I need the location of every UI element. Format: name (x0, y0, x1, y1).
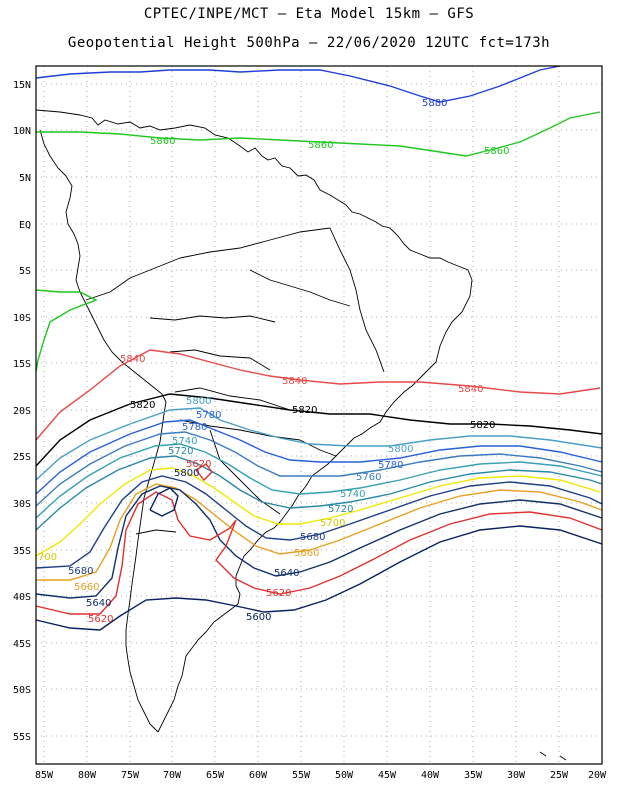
map-frame (35, 65, 603, 765)
lon-label: 80W (78, 770, 97, 781)
lon-label: 30W (507, 770, 526, 781)
label-5620-c: 5620 (186, 459, 211, 470)
contour-5780 (35, 419, 603, 495)
label-5880: 5880 (422, 98, 447, 109)
grid (36, 66, 602, 764)
label-5760-a: 5760 (356, 472, 381, 483)
label-5840-a: 5840 (120, 354, 145, 365)
label-5720-b: 5720 (328, 504, 353, 515)
lat-label: 20S (13, 406, 31, 417)
lat-label: 10N (13, 126, 31, 137)
title-line-2: Geopotential Height 500hPa – 22/06/2020 … (67, 35, 551, 51)
label-5840-b: 5840 (282, 376, 307, 387)
label-5780-c: 5780 (378, 460, 403, 471)
lat-label: 35S (13, 546, 31, 557)
lat-label: EQ (19, 220, 31, 231)
label-5640-a: 5640 (86, 598, 111, 609)
lon-label: 65W (206, 770, 225, 781)
title-line-1: CPTEC/INPE/MCT – Eta Model 15km – GFS (143, 6, 475, 22)
lat-label: 10S (13, 313, 31, 324)
lat-label: 15N (13, 80, 31, 91)
label-5660-b: 5660 (294, 548, 319, 559)
lat-label: 25S (13, 452, 31, 463)
contour-5740 (35, 443, 603, 519)
latitude-labels: 15N 10N 5N EQ 5S 10S 15S 20S 25S 30S 35S… (13, 80, 31, 743)
lat-label: 30S (13, 499, 31, 510)
lat-label: 55S (13, 732, 31, 743)
label-5740-a: 5740 (172, 436, 197, 447)
contour-5700 (35, 467, 601, 557)
longitude-labels: 85W 80W 75W 70W 65W 60W 55W 50W 45W 40W … (35, 770, 607, 781)
label-5800-c: 5800 (174, 468, 199, 479)
contour-5600-outer (35, 525, 603, 631)
contour-5880 (35, 65, 561, 103)
contour-5640 (35, 485, 603, 599)
lon-label: 75W (121, 770, 140, 781)
contour-5720 (35, 455, 603, 531)
lat-label: 40S (13, 592, 31, 603)
label-5800-a: 5800 (186, 396, 211, 407)
lat-label: 15S (13, 359, 31, 370)
label-5620-a: 5620 (88, 614, 113, 625)
contour-5860-north (36, 111, 601, 157)
contour-5680 (35, 475, 603, 569)
label-5640-b: 5640 (274, 568, 299, 579)
label-5660-a: 5660 (74, 582, 99, 593)
contour-5860-west (35, 289, 98, 373)
label-5860-b: 5860 (308, 140, 333, 151)
label-5820-a: 5820 (130, 400, 155, 411)
lon-label: 55W (292, 770, 311, 781)
label-5840-c: 5840 (458, 384, 483, 395)
contour-5760 (35, 431, 603, 507)
lon-label: 45W (378, 770, 397, 781)
contour-5840 (35, 349, 601, 441)
lon-label: 25W (550, 770, 569, 781)
label-5600-a: 5600 (246, 612, 271, 623)
label-5820-b: 5820 (292, 405, 317, 416)
lon-label: 40W (421, 770, 440, 781)
label-5700-b: 700 (38, 552, 57, 563)
label-5820-c: 5820 (470, 420, 495, 431)
lat-label: 5S (19, 266, 31, 277)
lon-label: 70W (163, 770, 182, 781)
label-5720-a: 5720 (168, 446, 193, 457)
contour-5660 (36, 483, 603, 581)
lon-label: 50W (335, 770, 354, 781)
label-5780-a: 5780 (196, 410, 221, 421)
contours (35, 65, 603, 631)
contour-5800 (35, 407, 603, 481)
label-5620-b: 5620 (266, 588, 291, 599)
contour-5620 (35, 491, 603, 615)
contour-5620-inner (195, 463, 213, 482)
coastlines (35, 109, 567, 761)
lon-label: 35W (464, 770, 483, 781)
label-5680-b: 5680 (300, 532, 325, 543)
label-5740-b: 5740 (340, 489, 365, 500)
lon-label: 20W (588, 770, 607, 781)
contour-5820 (35, 393, 603, 467)
label-5780-b: 5780 (182, 422, 207, 433)
label-5860-c: 5860 (484, 146, 509, 157)
lon-label: 85W (35, 770, 54, 781)
lat-label: 50S (13, 685, 31, 696)
contour-labels: 5880 5860 5860 5860 5840 5840 5840 5820 … (38, 98, 509, 625)
contour-5600 (149, 487, 179, 517)
label-5860-a: 5860 (150, 136, 175, 147)
lon-label: 60W (249, 770, 268, 781)
lat-label: 5N (19, 173, 31, 184)
lat-label: 45S (13, 639, 31, 650)
label-5680-a: 5680 (68, 566, 93, 577)
label-5700-a: 5700 (320, 518, 345, 529)
label-5800-b: 5800 (388, 444, 413, 455)
